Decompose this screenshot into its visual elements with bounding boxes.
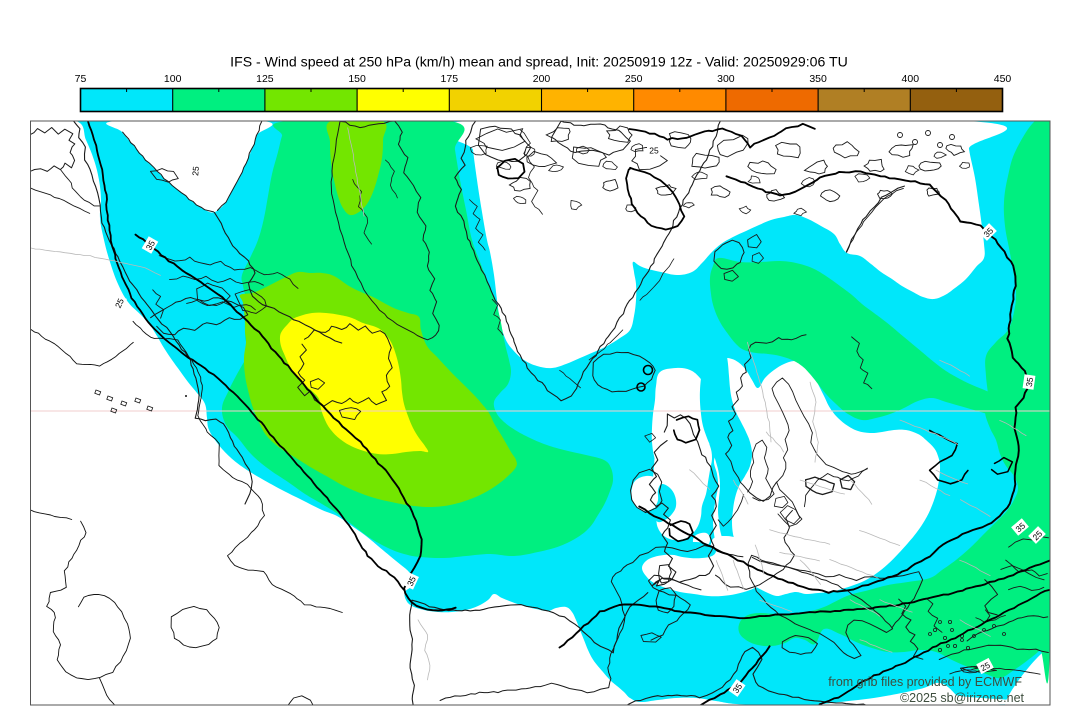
svg-text:400: 400 [902, 73, 920, 85]
svg-text:175: 175 [441, 73, 459, 85]
svg-text:25: 25 [190, 166, 201, 177]
svg-text:450: 450 [994, 73, 1012, 85]
svg-text:IFS - Wind speed at 250 hPa (k: IFS - Wind speed at 250 hPa (km/h) mean … [230, 54, 848, 70]
svg-text:35: 35 [144, 238, 158, 251]
svg-text:35: 35 [1024, 376, 1035, 387]
svg-text:125: 125 [256, 73, 274, 85]
svg-text:75: 75 [75, 73, 87, 85]
svg-text:25: 25 [113, 297, 126, 310]
svg-text:250: 250 [625, 73, 643, 85]
svg-text:100: 100 [164, 73, 182, 85]
svg-text:©2025 sb@irizone.net: ©2025 sb@irizone.net [900, 691, 1025, 705]
svg-text:25: 25 [979, 660, 992, 673]
svg-text:200: 200 [533, 73, 551, 85]
svg-text:35: 35 [405, 575, 418, 588]
svg-text:350: 350 [809, 73, 827, 85]
svg-text:150: 150 [348, 73, 366, 85]
svg-text:300: 300 [717, 73, 735, 85]
svg-text:from grib files provided by EC: from grib files provided by ECMWF [828, 675, 1022, 689]
svg-text:25: 25 [649, 146, 659, 156]
